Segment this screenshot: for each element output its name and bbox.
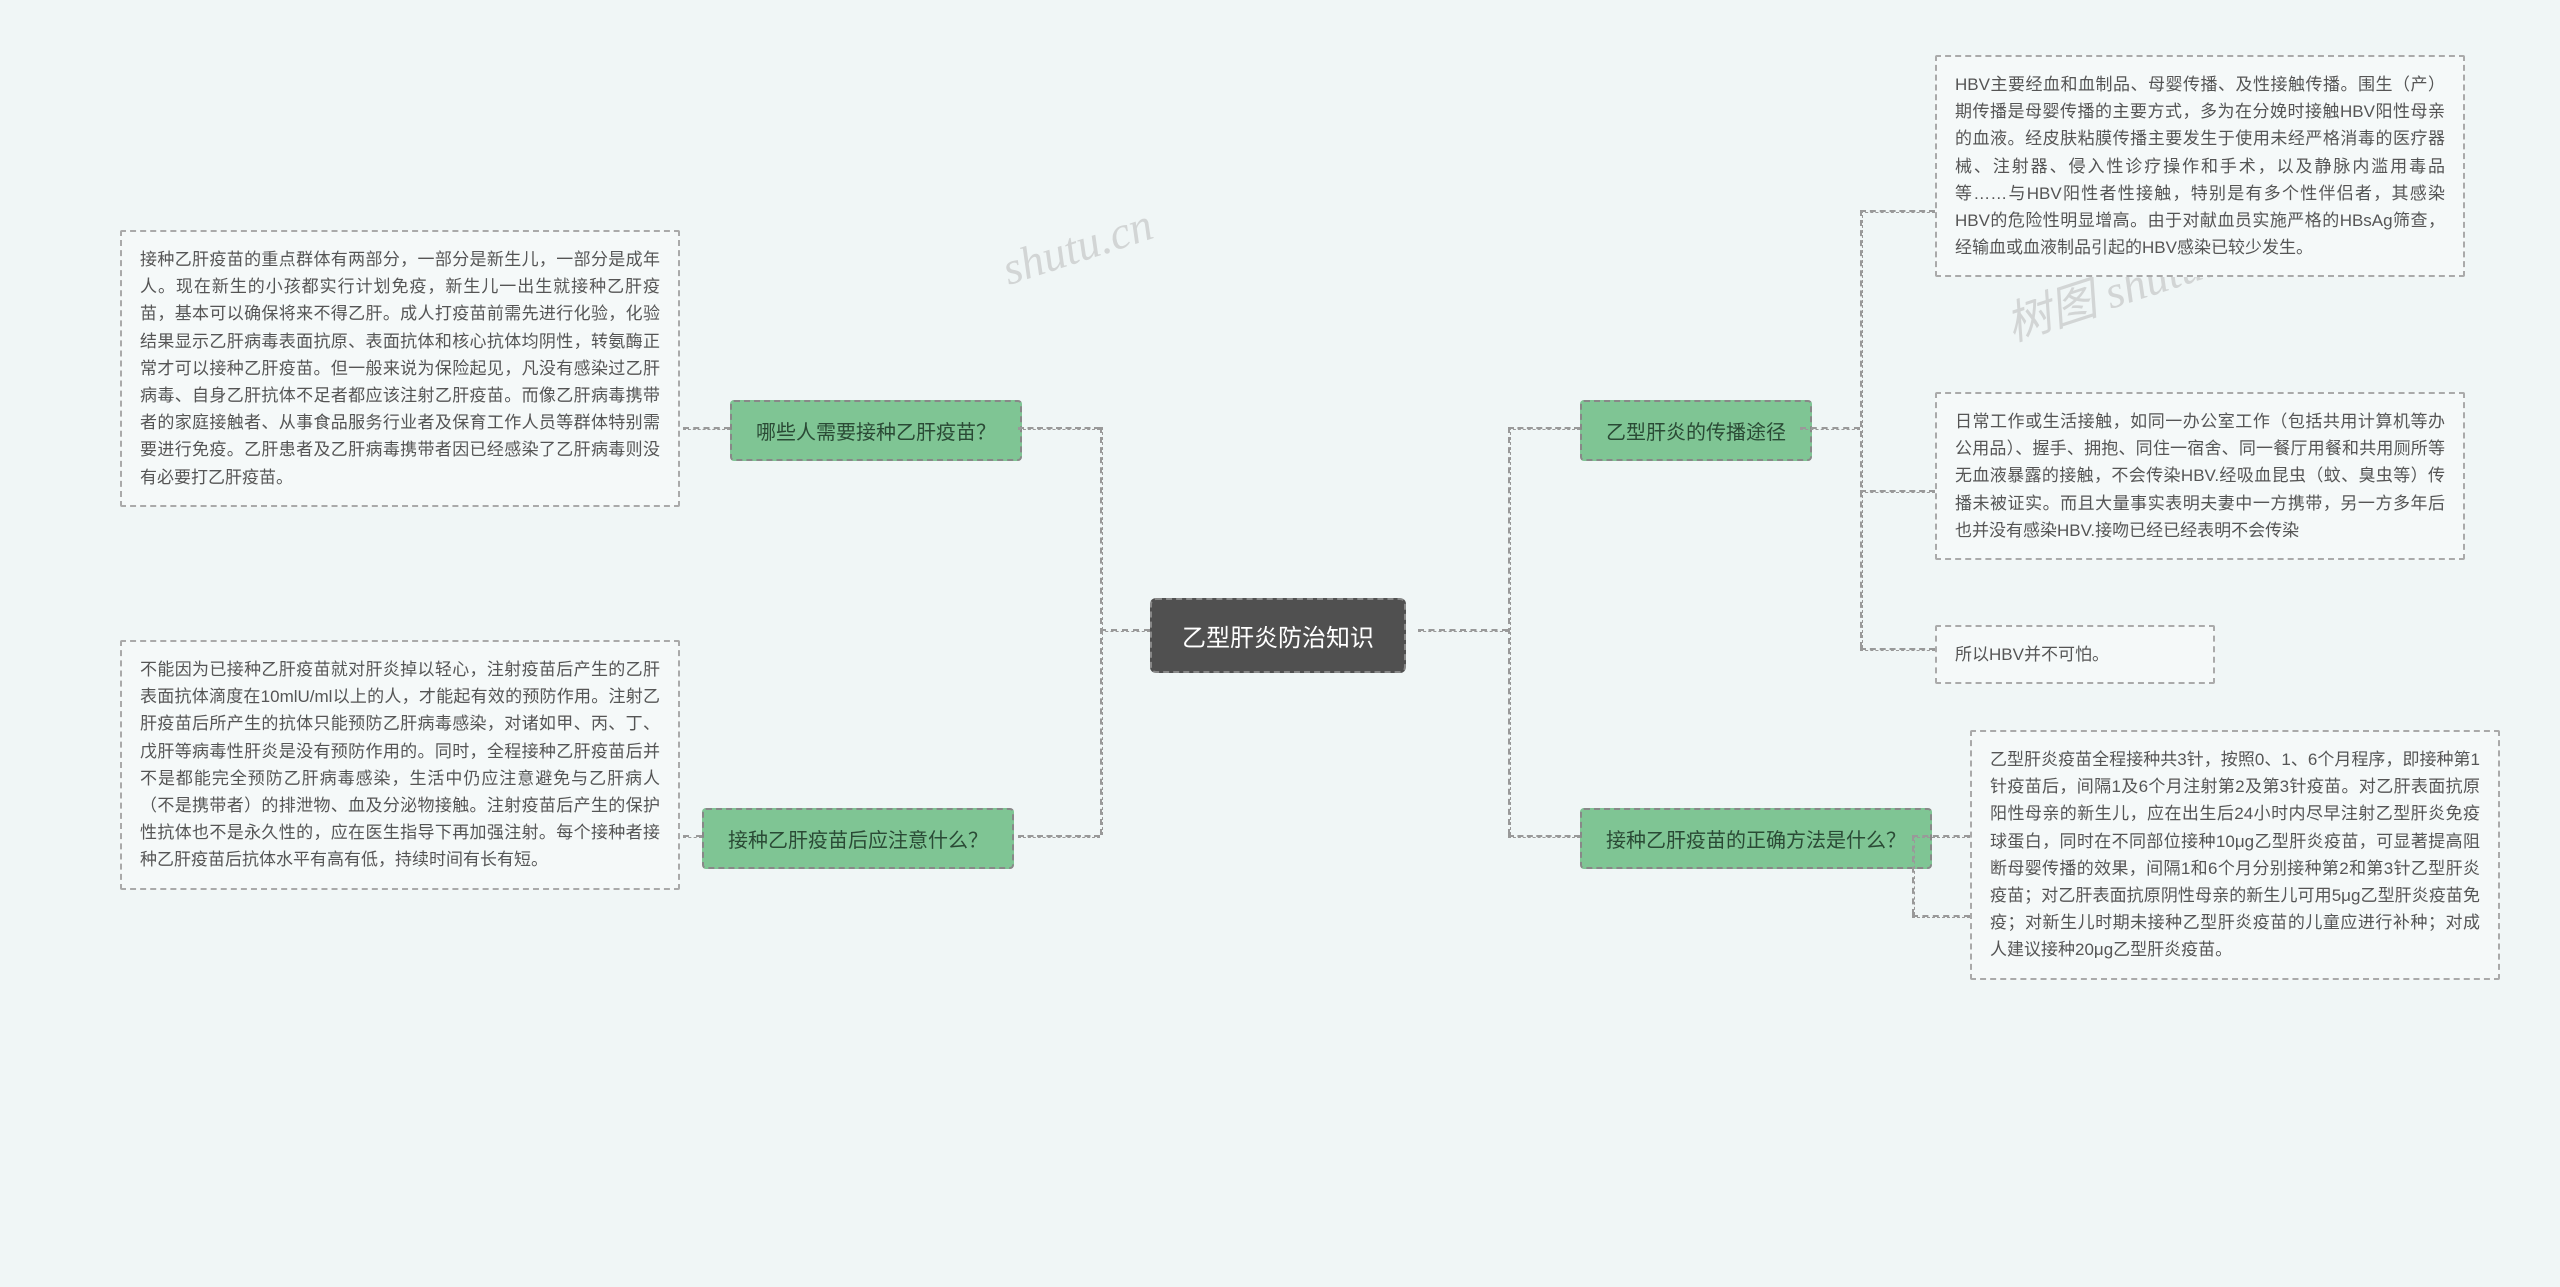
- branch-correct-method: 接种乙肝疫苗的正确方法是什么？: [1580, 808, 1932, 869]
- leaf-who-needs: 接种乙肝疫苗的重点群体有两部分，一部分是新生儿，一部分是成年人。现在新生的小孩都…: [120, 230, 680, 507]
- branch-transmission: 乙型肝炎的传播途径: [1580, 400, 1812, 461]
- root-node: 乙型肝炎防治知识: [1150, 598, 1406, 673]
- watermark: shutu.cn: [996, 197, 1159, 295]
- branch-after-vaccine: 接种乙肝疫苗后应注意什么？: [702, 808, 1014, 869]
- leaf-transmission-3: 所以HBV并不可怕。: [1935, 625, 2215, 684]
- leaf-correct-method: 乙型肝炎疫苗全程接种共3针，按照0、1、6个月程序，即接种第1针疫苗后，间隔1及…: [1970, 730, 2500, 980]
- leaf-transmission-2: 日常工作或生活接触，如同一办公室工作（包括共用计算机等办公用品）、握手、拥抱、同…: [1935, 392, 2465, 560]
- branch-who-needs: 哪些人需要接种乙肝疫苗？: [730, 400, 1022, 461]
- leaf-transmission-1: HBV主要经血和血制品、母婴传播、及性接触传播。围生（产）期传播是母婴传播的主要…: [1935, 55, 2465, 277]
- leaf-after-vaccine: 不能因为已接种乙肝疫苗就对肝炎掉以轻心，注射疫苗后产生的乙肝表面抗体滴度在10m…: [120, 640, 680, 890]
